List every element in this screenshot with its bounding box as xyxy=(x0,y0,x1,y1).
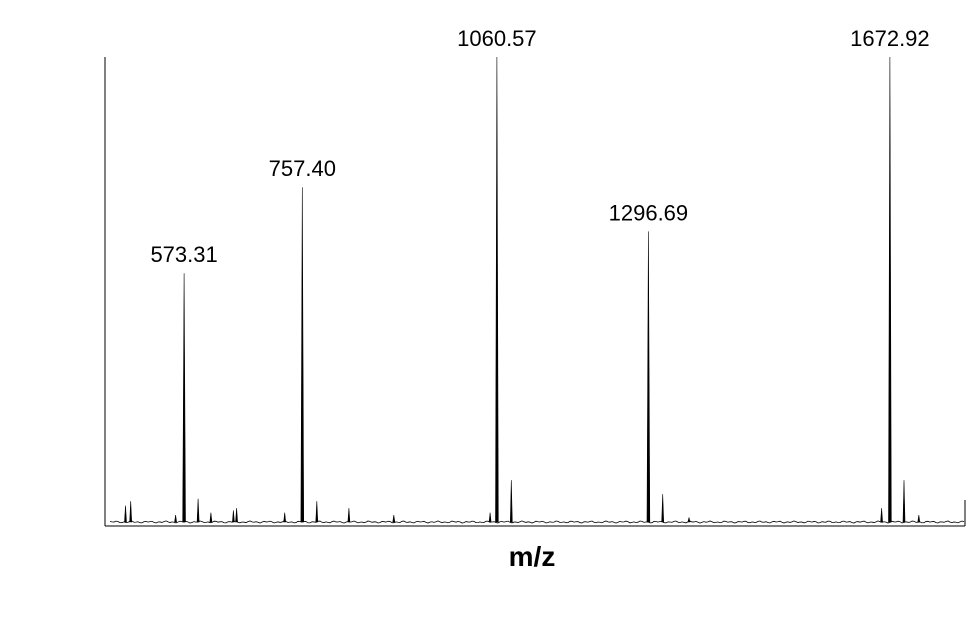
labeled-peak xyxy=(495,56,499,523)
minor-peak xyxy=(661,494,665,523)
chart-axes xyxy=(104,57,966,527)
minor-peak xyxy=(392,514,396,523)
peak-label: 757.40 xyxy=(269,156,336,181)
minor-peak xyxy=(196,498,200,523)
labeled-peak xyxy=(300,187,305,523)
labeled-peak xyxy=(646,231,651,523)
minor-peak xyxy=(509,480,513,523)
minor-peak xyxy=(174,514,177,523)
spectrum-peaks xyxy=(124,56,921,523)
minor-peak xyxy=(347,508,351,523)
labeled-peak xyxy=(888,56,892,523)
minor-peak xyxy=(129,501,133,523)
x-axis-label: m/z xyxy=(509,541,556,572)
minor-peak xyxy=(283,512,287,523)
minor-peak xyxy=(235,508,238,523)
peak-label: 1296.69 xyxy=(609,200,689,225)
peak-label: 1672.92 xyxy=(850,26,930,51)
peak-label: 573.31 xyxy=(150,242,217,267)
minor-peak xyxy=(315,501,319,523)
minor-peak xyxy=(687,517,691,523)
minor-peak xyxy=(232,510,235,523)
minor-peak xyxy=(488,512,492,523)
minor-peak xyxy=(209,512,213,523)
minor-peak xyxy=(880,508,883,523)
labeled-peak xyxy=(182,273,186,523)
minor-peak xyxy=(902,480,906,523)
peak-labels: 573.31 757.40 1060.57 1296.69 1672.92 xyxy=(150,26,929,267)
spectrum-baseline-trace xyxy=(109,520,965,524)
peak-label: 1060.57 xyxy=(457,26,537,51)
minor-peak xyxy=(124,505,127,523)
minor-peak xyxy=(917,514,921,523)
